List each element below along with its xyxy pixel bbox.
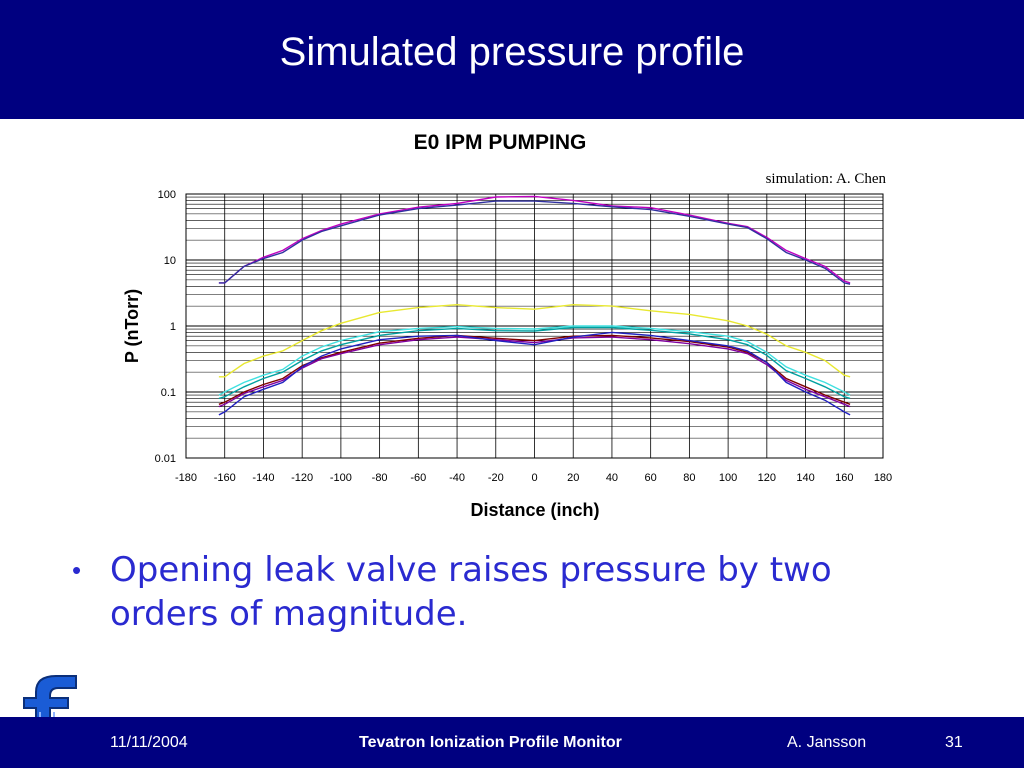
x-tick-label: -80 (372, 472, 388, 484)
x-tick-label: 100 (719, 472, 737, 484)
pressure-chart: -180 -160 -140 -120 -100 -80 -60 -40 -20 0 20 40 60 8… (122, 189, 893, 520)
x-tick-label: -100 (330, 472, 352, 484)
bullet-item: • Opening leak valve raises pressure by … (72, 548, 902, 636)
y-axis-label: P (nTorr) (122, 289, 142, 363)
footer-title: Tevatron Ionization Profile Monitor (359, 734, 622, 751)
x-tick-label: 140 (796, 472, 814, 484)
chart-ticks: -180 -160 -140 -120 -100 -80 -60 -40 -20 0 20 40 60 8… (155, 189, 893, 484)
y-tick-label: 0.01 (155, 453, 176, 465)
x-tick-label: -180 (175, 472, 197, 484)
x-tick-label: 0 (531, 472, 537, 484)
x-tick-label: 40 (606, 472, 618, 484)
y-tick-label: 100 (158, 189, 176, 201)
x-tick-label: 80 (683, 472, 695, 484)
series-line-5 (218, 326, 851, 400)
footer-bar (0, 717, 1024, 768)
y-tick-label: 0.1 (161, 387, 176, 399)
chart-annotation: simulation: A. Chen (765, 171, 886, 187)
x-tick-label: -20 (488, 472, 504, 484)
series-line-7 (218, 336, 851, 408)
chart-grid (185, 194, 884, 459)
plot-area (185, 193, 884, 459)
series-line-4 (218, 325, 851, 396)
x-axis-label: Distance (inch) (470, 500, 599, 520)
title-bar: Simulated pressure profile (0, 0, 1024, 119)
x-tick-label: -60 (410, 472, 426, 484)
x-tick-label: 160 (835, 472, 853, 484)
footer-author: A. Jansson (787, 734, 867, 751)
series-line-3 (218, 303, 851, 378)
x-tick-label: 60 (645, 472, 657, 484)
chart-title: E0 IPM PUMPING (413, 131, 587, 154)
chart-series (218, 195, 851, 416)
x-tick-label: -120 (291, 472, 313, 484)
series-line-1 (218, 195, 851, 284)
series-line-8 (218, 331, 851, 416)
x-tick-label: -160 (214, 472, 236, 484)
series-line-6 (218, 334, 851, 405)
slide-title: Simulated pressure profile (279, 30, 745, 74)
y-tick-label: 10 (164, 255, 176, 267)
footer-date: 11/11/2004 (110, 734, 188, 751)
bullet-marker: • (72, 555, 82, 585)
footer-page-number: 31 (945, 734, 963, 751)
x-tick-label: -140 (252, 472, 274, 484)
bullet-text: Opening leak valve raises pressure by tw… (110, 550, 832, 634)
y-tick-label: 1 (170, 321, 176, 333)
x-tick-label: 180 (874, 472, 892, 484)
x-tick-label: -40 (449, 472, 465, 484)
series-line-2 (218, 200, 851, 285)
x-tick-label: 120 (758, 472, 776, 484)
x-tick-label: 20 (567, 472, 579, 484)
